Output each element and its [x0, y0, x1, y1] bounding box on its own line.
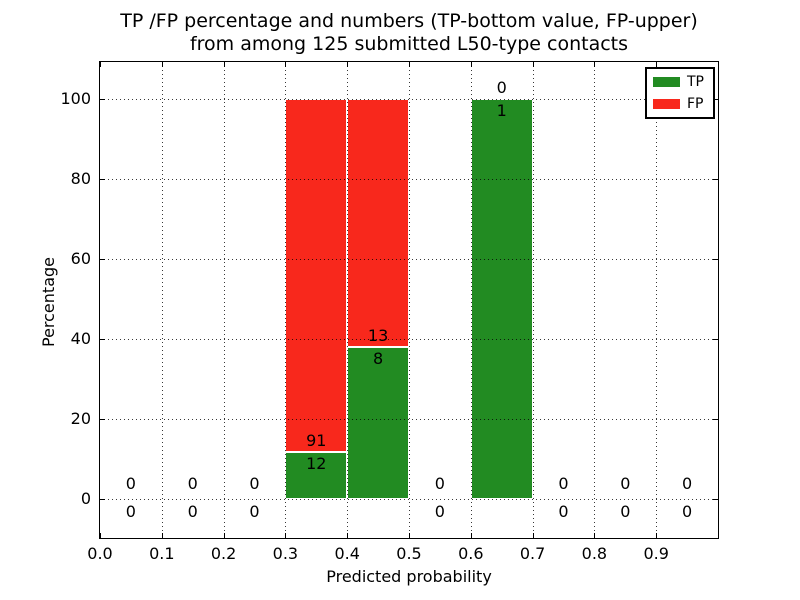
- x-tick-mark: [532, 533, 534, 538]
- y-tick-mark: [100, 179, 105, 180]
- y-tick-label: 60: [70, 249, 91, 268]
- gridline-vertical: [347, 62, 349, 538]
- legend-swatch-tp: [653, 77, 680, 87]
- legend: TP FP: [645, 67, 715, 119]
- x-tick-label: 0.0: [87, 544, 113, 563]
- y-tick-mark: [100, 99, 105, 100]
- x-tick-mark-top: [223, 62, 225, 67]
- y-tick-label: 80: [70, 169, 91, 188]
- y-tick-mark: [100, 339, 105, 340]
- y-tick-mark-right: [713, 99, 718, 100]
- x-tick-mark-top: [409, 62, 410, 67]
- y-tick-label: 40: [70, 329, 91, 348]
- legend-swatch-fp: [653, 99, 680, 109]
- x-tick-mark-top: [100, 62, 101, 67]
- x-tick-mark-top: [347, 62, 349, 67]
- y-tick-mark-right: [713, 419, 718, 420]
- x-tick-mark: [223, 533, 225, 538]
- annotation-fp-count: 0: [620, 474, 631, 493]
- gridline-vertical: [656, 62, 658, 538]
- x-tick-mark: [594, 533, 596, 538]
- annotation-tp-count: 8: [373, 348, 384, 368]
- annotation-fp-count: 0: [558, 474, 569, 493]
- annotation-fp-count: 0: [187, 474, 198, 493]
- x-tick-label: 0.9: [643, 544, 669, 563]
- x-tick-mark: [285, 533, 287, 538]
- gridline-vertical: [532, 62, 534, 538]
- x-tick-mark: [470, 533, 472, 538]
- x-axis-label: Predicted probability: [326, 567, 492, 586]
- x-tick-mark-top: [285, 62, 287, 67]
- y-tick-label: 20: [70, 409, 91, 428]
- annotation-tp-count: 0: [620, 502, 631, 521]
- y-tick-label: 0: [80, 489, 91, 508]
- x-tick-mark-top: [594, 62, 596, 67]
- y-tick-mark-right: [713, 499, 718, 500]
- x-tick-mark: [161, 533, 163, 538]
- y-tick-mark: [100, 499, 105, 500]
- annotation-tp-count: 1: [496, 101, 507, 120]
- y-tick-mark-right: [713, 339, 718, 340]
- chart-title-line2: from among 125 submitted L50-type contac…: [189, 33, 629, 55]
- annotation-fp-count: 13: [367, 325, 389, 345]
- legend-row: FP: [653, 95, 707, 113]
- annotation-tp-count: 12: [306, 454, 327, 474]
- annotation-tp-count: 0: [558, 502, 569, 521]
- legend-label: TP: [687, 74, 704, 90]
- legend-row: TP: [653, 73, 707, 91]
- x-tick-mark-top: [532, 62, 534, 67]
- y-tick-mark-right: [713, 179, 718, 180]
- annotation-tp-count: 0: [682, 502, 693, 521]
- x-tick-mark-top: [470, 62, 472, 67]
- x-tick-label: 0.7: [519, 544, 546, 563]
- bar-fp: [285, 99, 348, 453]
- annotation-fp-count: 0: [249, 474, 260, 493]
- y-tick-mark: [100, 259, 105, 260]
- x-tick-label: 0.2: [210, 544, 237, 563]
- annotation-fp-count: 91: [306, 431, 327, 451]
- legend-label: FP: [687, 96, 704, 112]
- annotation-fp-count: 0: [434, 474, 445, 493]
- annotation-fp-count: 0: [125, 474, 136, 493]
- x-tick-label: 0.5: [396, 544, 422, 563]
- plot-area: 0 0 0 0 0 0 91 12 13 8 0 0 0 1 0 0 0 0 0 0: [99, 61, 719, 539]
- x-tick-label: 0.3: [272, 544, 299, 563]
- gridline-vertical: [594, 62, 596, 538]
- annotation-tp-count: 0: [434, 502, 445, 521]
- x-tick-mark: [347, 533, 349, 538]
- gridline-vertical: [470, 62, 472, 538]
- chart-title-line1: TP /FP percentage and numbers (TP-bottom…: [120, 10, 698, 32]
- x-tick-mark: [409, 533, 410, 538]
- y-tick-mark: [100, 419, 105, 420]
- annotation-fp-count: 0: [496, 78, 507, 97]
- annotation-tp-count: 0: [187, 502, 198, 521]
- annotation-tp-count: 0: [249, 502, 260, 521]
- gridline-vertical: [409, 62, 410, 538]
- annotation-fp-count: 0: [682, 474, 693, 493]
- x-tick-label: 0.4: [334, 544, 360, 563]
- annotation-tp-count: 0: [125, 502, 136, 521]
- x-tick-mark: [100, 533, 101, 538]
- x-tick-label: 0.1: [149, 544, 175, 563]
- gridline-vertical: [223, 62, 225, 538]
- x-tick-label: 0.8: [581, 544, 608, 563]
- x-tick-mark: [656, 533, 658, 538]
- bar-tp: [470, 99, 533, 499]
- bar-fp: [347, 99, 409, 347]
- gridline-vertical: [285, 62, 287, 538]
- x-tick-label: 0.6: [458, 544, 484, 563]
- x-tick-mark-top: [161, 62, 163, 67]
- bar-tp: [285, 452, 348, 499]
- x-tick-mark-top: [656, 62, 658, 67]
- y-tick-mark-right: [713, 259, 718, 260]
- chart-title: TP /FP percentage and numbers (TP-bottom…: [100, 10, 718, 56]
- gridline-vertical: [161, 62, 163, 538]
- y-tick-label: 100: [60, 89, 91, 108]
- bar-tp: [347, 346, 409, 499]
